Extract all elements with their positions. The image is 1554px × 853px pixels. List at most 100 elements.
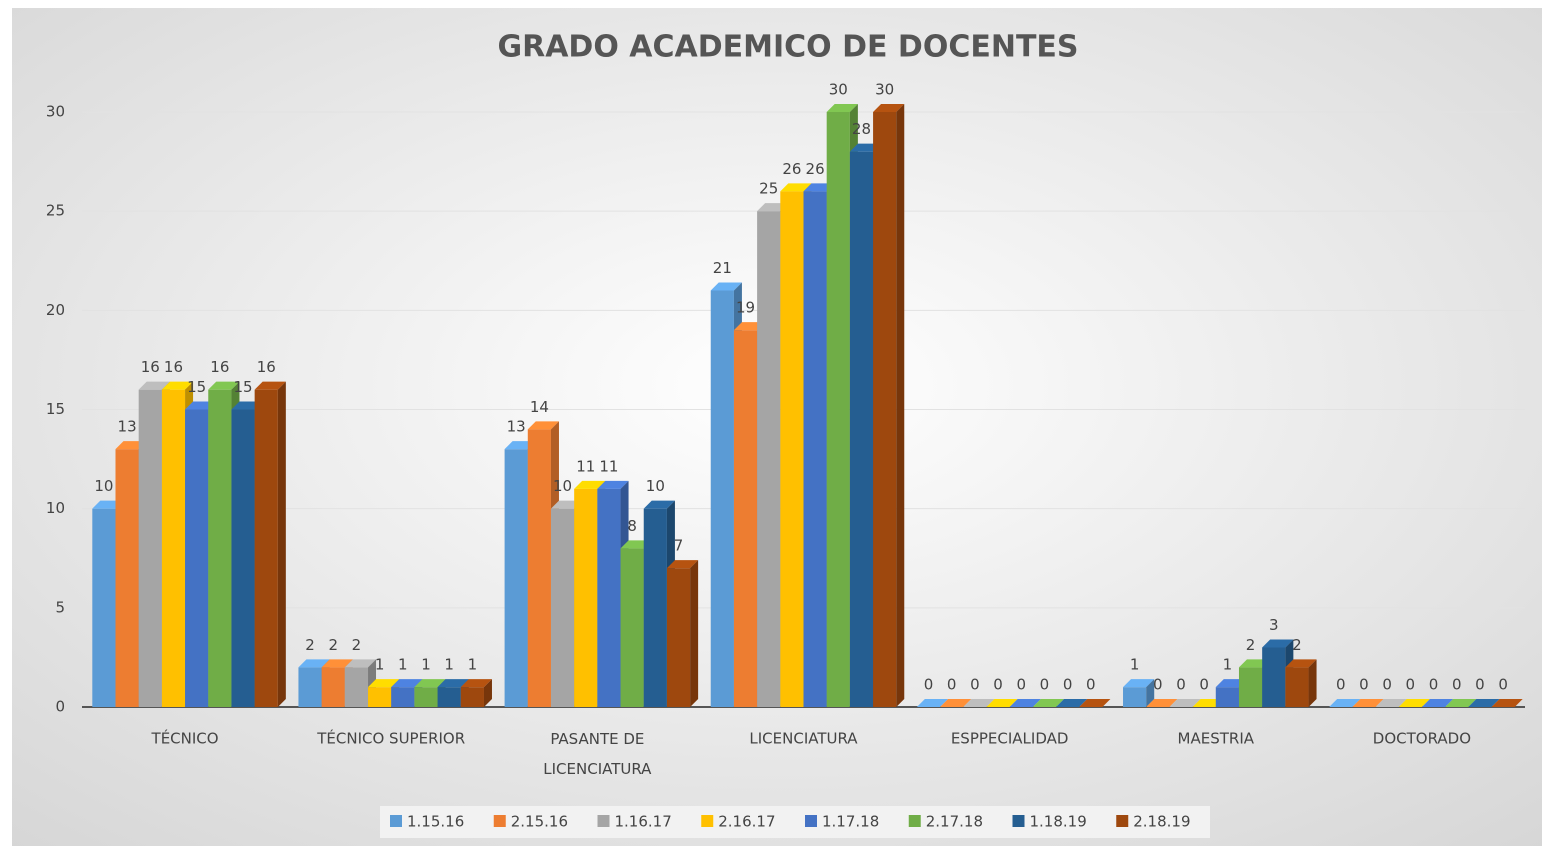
data-label: 2 [1292, 636, 1302, 654]
data-label: 13 [507, 418, 526, 436]
data-label: 0 [1382, 676, 1392, 694]
bar-top [940, 699, 972, 707]
legend-swatch [1116, 815, 1129, 827]
bar-top [873, 104, 905, 112]
bar [1009, 699, 1041, 707]
y-tick-label: 20 [46, 301, 65, 319]
bar-side [690, 560, 699, 707]
bar-top [1262, 639, 1294, 648]
data-label: 0 [1063, 676, 1073, 694]
bar [1375, 699, 1407, 707]
data-label: 26 [782, 160, 801, 178]
bar-top [1032, 699, 1065, 707]
bar-front [368, 687, 392, 707]
bar-top [643, 500, 675, 509]
bar-top [710, 282, 742, 291]
bar [1285, 659, 1317, 707]
bar-top [1123, 679, 1155, 688]
legend-swatch [908, 815, 921, 827]
legend-swatch [390, 815, 402, 827]
data-label: 0 [1153, 676, 1163, 694]
bar-top [1491, 699, 1523, 707]
bar [1421, 699, 1454, 707]
bar-top [391, 679, 423, 688]
bar [1352, 699, 1384, 707]
data-label: 0 [1498, 676, 1508, 694]
bar-front [437, 687, 461, 707]
bar-top [1398, 699, 1430, 707]
bar-front [710, 290, 734, 707]
legend-swatch [805, 815, 817, 827]
data-label: 7 [674, 537, 684, 555]
bar [873, 104, 905, 707]
bar-top [298, 659, 330, 668]
legend-label: 1.18.19 [1030, 813, 1087, 831]
bar-top [1146, 699, 1178, 707]
data-label: 1 [468, 656, 478, 674]
bar-top [1375, 699, 1407, 707]
x-tick-label: DOCTORADO [1373, 730, 1471, 748]
bar-top [460, 679, 492, 688]
data-label: 1 [1223, 656, 1233, 674]
bar-top [597, 480, 629, 489]
bar-front [803, 191, 827, 708]
data-label: 11 [576, 457, 595, 475]
bar [1032, 699, 1065, 707]
bar-top [1421, 699, 1454, 707]
bar [916, 699, 949, 707]
bar-front [1262, 647, 1286, 707]
bar-front [115, 449, 139, 707]
data-label: 10 [646, 477, 665, 495]
data-label: 1 [421, 656, 431, 674]
bar-front [231, 409, 255, 707]
data-label: 8 [627, 517, 637, 535]
data-label: 16 [164, 358, 183, 376]
bar-front [344, 667, 369, 707]
bar-front [254, 389, 278, 707]
bar-front [757, 211, 781, 707]
y-tick-label: 15 [46, 400, 65, 418]
bar-front [321, 667, 345, 707]
data-label: 28 [852, 120, 871, 138]
bar-top [414, 679, 446, 688]
bar-front [185, 409, 209, 707]
legend-label: 1.17.18 [822, 813, 879, 831]
bar-top [437, 679, 469, 688]
bar-top [916, 699, 949, 707]
bar [666, 560, 699, 707]
data-label: 2 [352, 636, 362, 654]
bar-top [666, 560, 699, 569]
data-label: 0 [970, 676, 980, 694]
bar [963, 699, 995, 707]
bar [986, 699, 1018, 707]
legend: 1.15.16 2.15.16 1.16.17 2.16.17 1.17.18 2.17.… [380, 806, 1210, 838]
bar [1468, 699, 1500, 707]
bar-front [391, 687, 415, 707]
y-tick-label: 5 [55, 598, 65, 616]
bar-top [527, 421, 559, 430]
data-label: 2 [328, 636, 338, 654]
bar-front [527, 429, 551, 707]
y-tick-label: 30 [46, 103, 65, 121]
data-label: 10 [94, 477, 113, 495]
data-label: 11 [599, 457, 618, 475]
legend-label: 2.15.16 [511, 813, 568, 831]
bar-top [826, 104, 858, 112]
bar [940, 699, 972, 707]
bar-front [1285, 667, 1309, 707]
bar-front [620, 548, 644, 707]
bar-front [550, 508, 575, 707]
bar-top [344, 659, 377, 668]
bar-top [368, 679, 400, 688]
bar-top [1352, 699, 1384, 707]
legend-swatch [701, 815, 714, 827]
bar-top [574, 480, 606, 489]
legend-label: 1.16.17 [615, 813, 672, 831]
bar-front [92, 508, 116, 707]
bar [1398, 699, 1430, 707]
x-tick-label: TÉCNICO SUPERIOR [316, 729, 465, 748]
data-label: 30 [875, 81, 894, 99]
bar-top [1468, 699, 1500, 707]
bar-front [1123, 687, 1147, 707]
bar [1169, 699, 1201, 707]
